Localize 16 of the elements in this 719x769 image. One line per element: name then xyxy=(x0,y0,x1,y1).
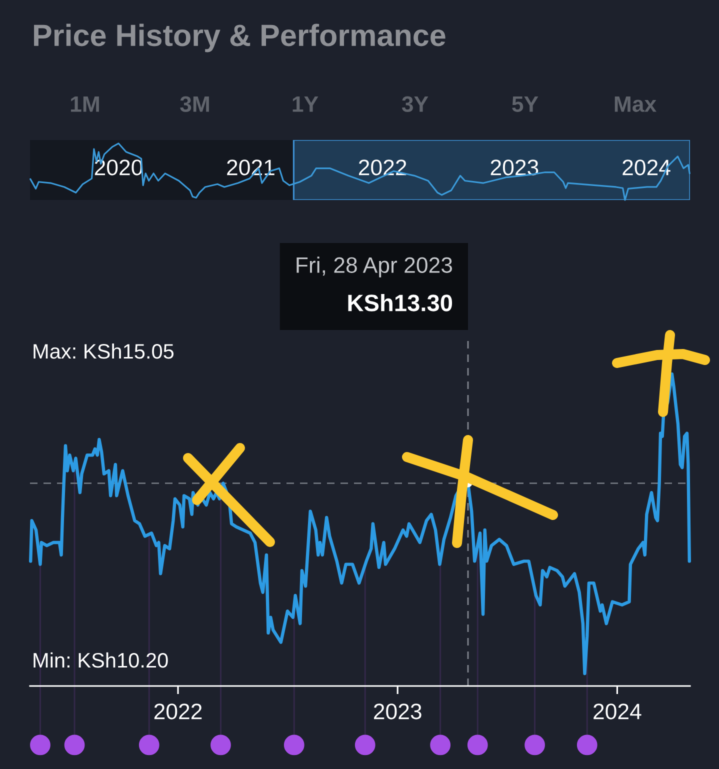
annotation: Min: KSh10.20 xyxy=(34,652,168,668)
x-tick-label: 2023 xyxy=(374,704,422,720)
text: 3Y xyxy=(402,96,428,112)
chart-title: Price History & Performance xyxy=(34,24,446,52)
text: KSh13.30 xyxy=(348,294,452,312)
x-tick-label: 2024 xyxy=(594,704,642,720)
text: Fri, 28 Apr 2023 xyxy=(296,256,452,278)
text: 1Y xyxy=(292,96,318,112)
x-tick-label: 2022 xyxy=(154,704,202,720)
text: Max: KSh15.05 xyxy=(34,343,174,359)
text: 5Y xyxy=(512,96,538,112)
text: 1M xyxy=(70,96,99,112)
text: 3M xyxy=(180,96,209,112)
text: Max xyxy=(614,96,656,112)
x-tick-label: 2023 xyxy=(490,160,538,176)
x-tick-label: 2022 xyxy=(358,160,406,176)
